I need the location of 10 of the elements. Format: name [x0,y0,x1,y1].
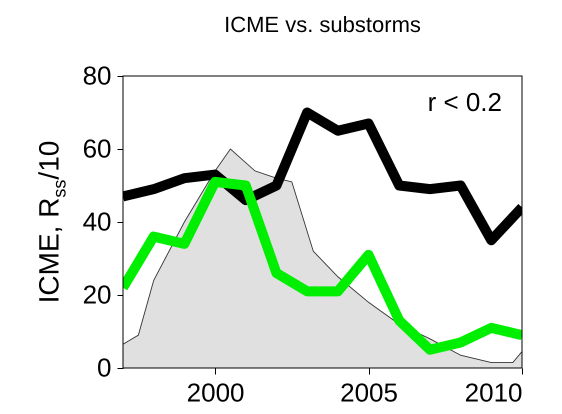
y-tick-label: 0 [97,352,112,382]
x-tick-label: 2000 [186,378,244,408]
annotation: r < 0.2 [428,87,502,117]
y-tick-label: 40 [82,206,112,236]
y-tick-label: 20 [82,280,112,310]
chart-title: ICME vs. substorms [224,12,421,37]
y-tick-label: 80 [82,60,112,90]
x-tick-label: 2005 [340,378,398,408]
x-tick-label: 2010 [464,378,522,408]
y-tick-label: 60 [82,134,112,164]
